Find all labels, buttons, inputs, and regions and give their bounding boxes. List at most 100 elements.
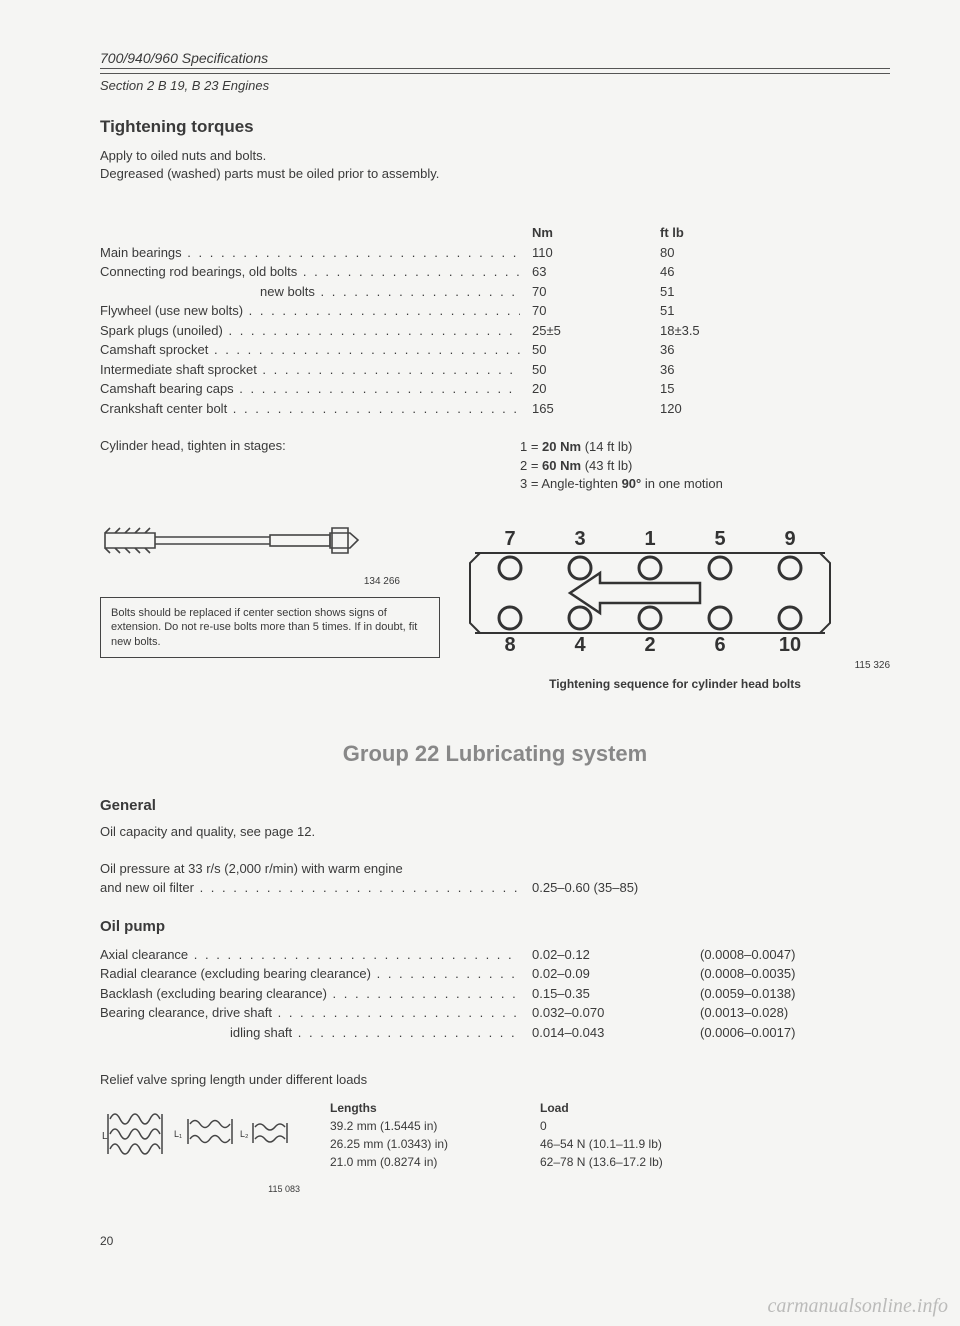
torque-label: Spark plugs (unoiled) — [100, 321, 520, 341]
torque-row: Camshaft bearing caps2015 — [100, 379, 890, 399]
header-section: Section 2 B 19, B 23 Engines — [100, 73, 890, 93]
load-header: Load — [540, 1101, 569, 1115]
pump-row: Axial clearance mm (in)0.02–0.12(0.0008–… — [100, 945, 890, 965]
oil-pressure-label-2: and new oil filter — [100, 880, 194, 895]
torque-label: Main bearings — [100, 243, 520, 263]
torque-nm: 20 — [520, 379, 660, 399]
pump-row: Radial clearance (excluding bearing clea… — [100, 964, 890, 984]
load-0: 0 — [540, 1117, 720, 1135]
svg-text:5: 5 — [714, 528, 725, 550]
pump-row: Bearing clearance, drive shaft mm (in)0.… — [100, 1003, 890, 1023]
torque-row: Intermediate shaft sprocket5036 — [100, 360, 890, 380]
pump-val-mm: 0.014–0.043 — [520, 1023, 700, 1043]
torque-row: Camshaft sprocket5036 — [100, 340, 890, 360]
spring-loads: Load 0 46–54 N (10.1–11.9 lb) 62–78 N (1… — [540, 1099, 720, 1194]
torque-row: Crankshaft center bolt165120 — [100, 399, 890, 419]
pump-label: Axial clearance mm (in) — [100, 945, 520, 965]
svg-text:1: 1 — [644, 528, 655, 550]
torque-ftlb: 120 — [660, 399, 890, 419]
stages-row: Cylinder head, tighten in stages: 1 = 20… — [100, 438, 890, 493]
mid-row: 134 266 Bolts should be replaced if cent… — [100, 513, 890, 691]
svg-text:4: 4 — [574, 634, 586, 653]
intro-line-2: Degreased (washed) parts must be oiled p… — [100, 165, 890, 183]
stages-values: 1 = 20 Nm (14 ft lb) 2 = 60 Nm (43 ft lb… — [520, 438, 890, 493]
torque-label: new bolts — [100, 282, 520, 302]
seq-caption: Tightening sequence for cylinder head bo… — [460, 677, 890, 691]
load-1: 46–54 N (10.1–11.9 lb) — [540, 1135, 720, 1153]
page-number: 20 — [100, 1234, 890, 1248]
col-ftlb: ft lb — [660, 223, 890, 243]
torque-nm: 110 — [520, 243, 660, 263]
pump-label: Backlash (excluding bearing clearance) m… — [100, 984, 520, 1004]
stages-label: Cylinder head, tighten in stages: — [100, 438, 520, 493]
intro-line-1: Apply to oiled nuts and bolts. — [100, 147, 890, 165]
lengths-header: Lengths — [330, 1101, 377, 1115]
pump-row: Backlash (excluding bearing clearance) m… — [100, 984, 890, 1004]
torque-row: Flywheel (use new bolts)7051 — [100, 301, 890, 321]
torque-ftlb: 80 — [660, 243, 890, 263]
torque-nm: 63 — [520, 262, 660, 282]
length-2: 21.0 mm (0.8274 in) — [330, 1153, 510, 1171]
torque-nm: 70 — [520, 301, 660, 321]
svg-text:L₁: L₁ — [174, 1129, 182, 1139]
torque-row: Spark plugs (unoiled)25±518±3.5 — [100, 321, 890, 341]
torque-label: Intermediate shaft sprocket — [100, 360, 520, 380]
torque-label: Connecting rod bearings, old bolts — [100, 262, 520, 282]
length-0: 39.2 mm (1.5445 in) — [330, 1117, 510, 1135]
spring-section: Relief valve spring length under differe… — [100, 1072, 890, 1194]
pump-val-mm: 0.02–0.09 — [520, 964, 700, 984]
pump-val-in: (0.0008–0.0035) — [700, 964, 890, 984]
torque-row: Connecting rod bearings, old bolts6346 — [100, 262, 890, 282]
torque-header-row: Nm ft lb — [100, 223, 890, 243]
torque-ftlb: 36 — [660, 340, 890, 360]
torque-ftlb: 46 — [660, 262, 890, 282]
svg-text:2: 2 — [644, 634, 655, 653]
spring-lengths: Lengths 39.2 mm (1.5445 in) 26.25 mm (1.… — [330, 1099, 510, 1194]
pump-label: Radial clearance (excluding bearing clea… — [100, 964, 520, 984]
mid-left: 134 266 Bolts should be replaced if cent… — [100, 513, 440, 691]
torque-row: Main bearings11080 — [100, 243, 890, 263]
spring-diagram: L L₁ L₂ 115 083 — [100, 1099, 300, 1194]
watermark: carmanualsonline.info — [767, 1295, 948, 1318]
oil-pressure-value: 0.25–0.60 (35–85) — [520, 878, 700, 898]
group-22-title: Group 22 Lubricating system — [100, 741, 890, 767]
svg-text:9: 9 — [784, 528, 795, 550]
svg-text:10: 10 — [779, 634, 801, 653]
header-spec: 700/940/960 Specifications — [100, 50, 890, 69]
sequence-diagram: 73159 842610 — [460, 523, 840, 653]
oil-pressure-row: Oil pressure at 33 r/s (2,000 r/min) wit… — [100, 859, 890, 898]
svg-text:6: 6 — [714, 634, 725, 653]
torque-nm: 50 — [520, 340, 660, 360]
torque-nm: 50 — [520, 360, 660, 380]
torque-table: Nm ft lb Main bearings11080Connecting ro… — [100, 223, 890, 418]
svg-text:7: 7 — [504, 528, 515, 550]
torque-row: new bolts7051 — [100, 282, 890, 302]
stage-1: 1 = 20 Nm (14 ft lb) — [520, 438, 890, 456]
pump-row: idling shaft mm (in)0.014–0.043(0.0006–0… — [100, 1023, 890, 1043]
bolt-fig-num: 134 266 — [100, 576, 440, 587]
svg-text:L₂: L₂ — [240, 1129, 249, 1139]
col-nm: Nm — [520, 223, 660, 243]
general-heading: General — [100, 797, 890, 814]
empty-cell — [100, 223, 520, 243]
svg-text:8: 8 — [504, 634, 515, 653]
pump-val-mm: 0.032–0.070 — [520, 1003, 700, 1023]
bolt-note: Bolts should be replaced if center secti… — [100, 597, 440, 658]
torque-label: Crankshaft center bolt — [100, 399, 520, 419]
torque-label: Camshaft bearing caps — [100, 379, 520, 399]
torque-nm: 25±5 — [520, 321, 660, 341]
stage-2: 2 = 60 Nm (43 ft lb) — [520, 457, 890, 475]
seq-fig-num: 115 326 — [460, 660, 890, 671]
torque-label: Camshaft sprocket — [100, 340, 520, 360]
pump-label: Bearing clearance, drive shaft mm (in) — [100, 1003, 520, 1023]
svg-text:L: L — [102, 1131, 108, 1142]
stage-3: 3 = Angle-tighten 90° in one motion — [520, 475, 890, 493]
pump-val-mm: 0.15–0.35 — [520, 984, 700, 1004]
torque-ftlb: 51 — [660, 282, 890, 302]
spring-title: Relief valve spring length under differe… — [100, 1072, 890, 1087]
oil-pressure-label-1: Oil pressure at 33 r/s (2,000 r/min) wit… — [100, 859, 520, 879]
torque-nm: 165 — [520, 399, 660, 419]
pump-val-in: (0.0059–0.0138) — [700, 984, 890, 1004]
tightening-title: Tightening torques — [100, 117, 890, 137]
length-1: 26.25 mm (1.0343) in) — [330, 1135, 510, 1153]
